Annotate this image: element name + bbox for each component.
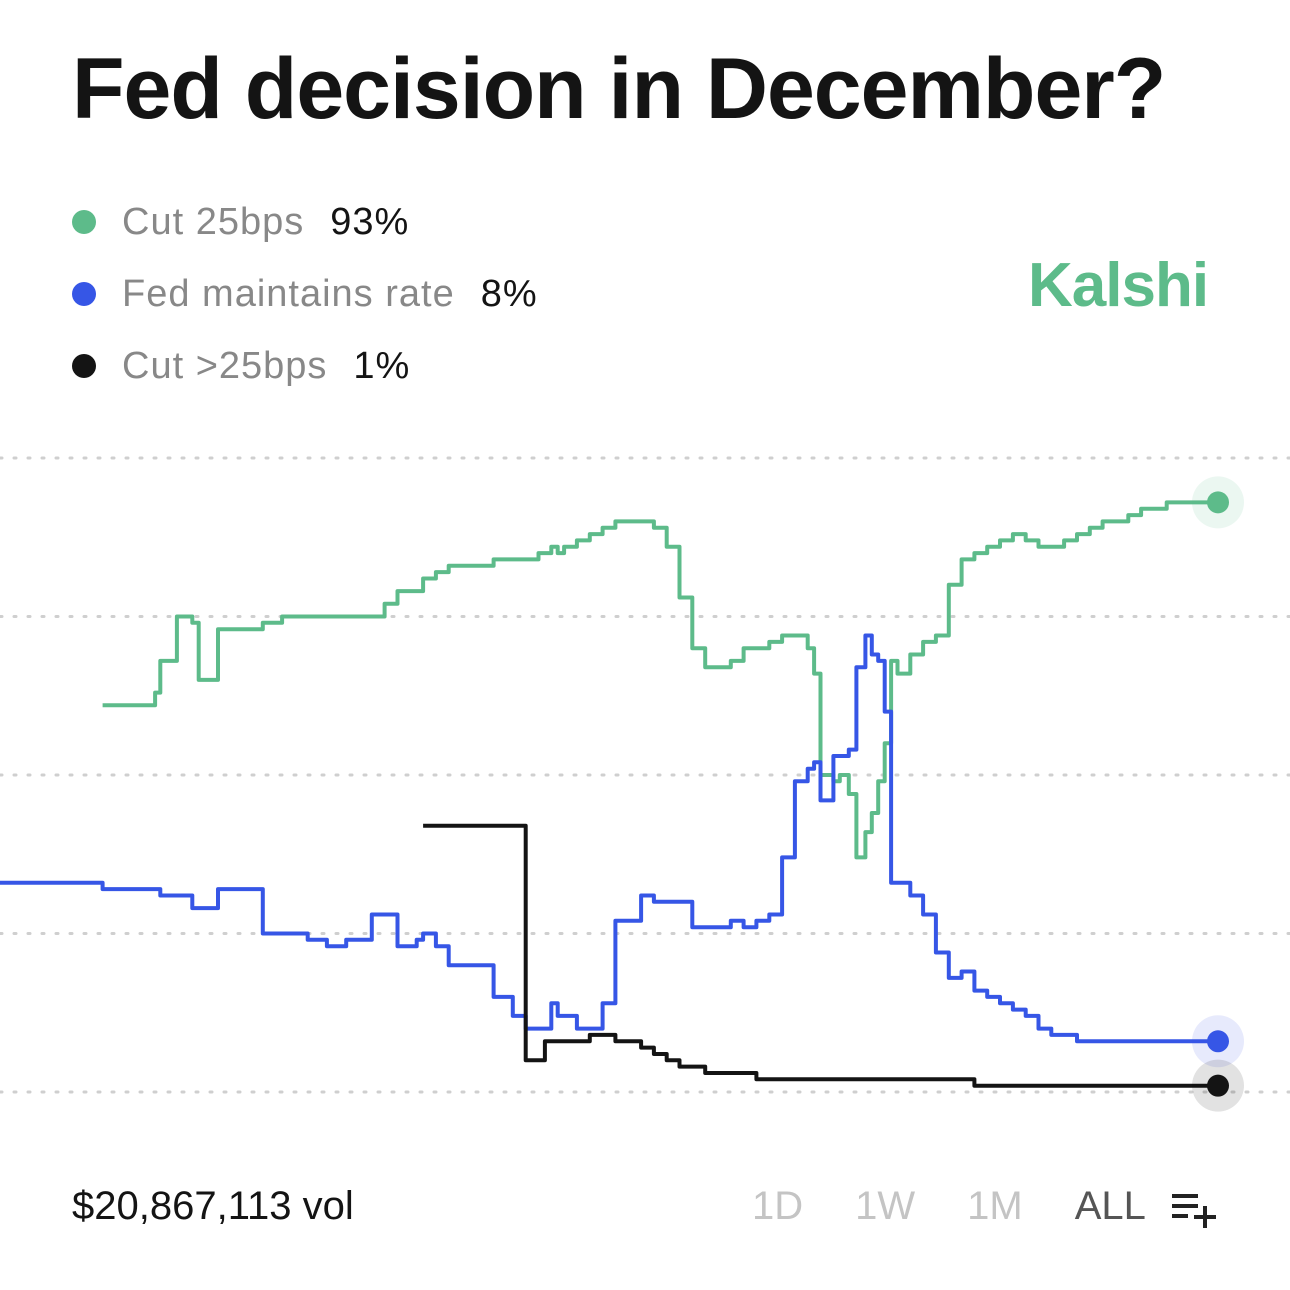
legend-value: 1% (353, 344, 411, 387)
range-1w-button[interactable]: 1W (855, 1184, 916, 1228)
list-add-icon[interactable] (1170, 1190, 1220, 1230)
series-endpoint-dot[interactable] (1207, 1030, 1229, 1053)
range-all-button[interactable]: ALL (1074, 1184, 1146, 1228)
range-1m-button[interactable]: 1M (967, 1184, 1023, 1228)
volume-label: $20,867,113 vol (72, 1184, 354, 1228)
series-dot-icon (72, 210, 96, 234)
series-line-fed-maintains-rate (0, 633, 1218, 1044)
series-line-cut-25bps (423, 823, 1218, 1088)
legend-label: Cut >25bps (122, 344, 328, 387)
page-title: Fed decision in December? (72, 41, 1166, 137)
legend-item-fed-maintains-rate[interactable]: Fed maintains rate 8% (72, 258, 538, 330)
range-1d-button[interactable]: 1D (752, 1184, 804, 1228)
price-history-chart[interactable] (0, 440, 1290, 1120)
legend-label: Fed maintains rate (122, 272, 455, 315)
legend-value: 8% (480, 272, 538, 315)
legend-item-cut-over-25bps[interactable]: Cut >25bps 1% (72, 330, 538, 402)
series-endpoint-dot[interactable] (1207, 1074, 1229, 1097)
series-line-cut-25bps (102, 500, 1218, 860)
series-dot-icon (72, 282, 96, 306)
legend: Cut 25bps 93% Fed maintains rate 8% Cut … (72, 186, 538, 402)
kalshi-logo: Kalshi (1028, 251, 1209, 320)
series-dot-icon (72, 354, 96, 378)
time-range-selector: 1D 1W 1M ALL (752, 1184, 1198, 1229)
legend-label: Cut 25bps (122, 200, 305, 243)
legend-item-cut-25bps[interactable]: Cut 25bps 93% (72, 186, 538, 258)
series-endpoint-dot[interactable] (1207, 491, 1229, 514)
legend-value: 93% (330, 200, 410, 243)
